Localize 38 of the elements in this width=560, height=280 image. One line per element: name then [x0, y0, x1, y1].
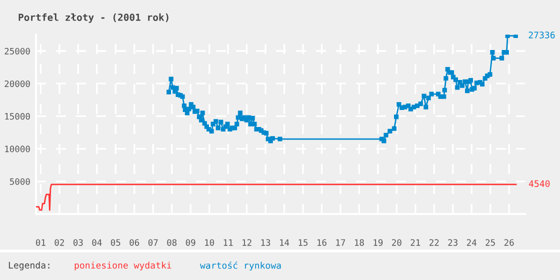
x-tick-label: 19 [374, 239, 383, 246]
x-tick-label: 25 [486, 239, 495, 246]
x-tick-label: 01 [36, 239, 46, 246]
x-tick-label: 07 [148, 239, 158, 246]
x-tick-label: 15 [298, 239, 308, 246]
y-tick-label: 10000 [5, 146, 30, 152]
x-tick-label: 02 [54, 239, 64, 246]
x-tick-label: 16 [318, 239, 326, 246]
y-tick-label: 25000 [4, 48, 30, 54]
annotation: 4540 [528, 180, 550, 188]
x-tick-label: 10 [205, 239, 214, 246]
chart-title: Portfel złoty - (2001 rok) [18, 13, 168, 23]
x-tick-label: 05 [110, 239, 120, 246]
x-tick-label: 13 [261, 239, 270, 246]
x-tick-label: 17 [336, 239, 346, 246]
x-tick-label: 22 [430, 239, 439, 246]
x-tick-label: 11 [224, 239, 233, 246]
y-tick-label: 5000 [10, 178, 30, 185]
x-tick-label: 20 [392, 239, 402, 246]
annotation: 27336 [528, 32, 555, 38]
x-tick-label: 18 [354, 239, 364, 246]
x-tick-label: 03 [73, 239, 83, 246]
text: wartość rynkowa [200, 261, 281, 271]
line-series [36, 184, 517, 211]
y-tick-label: 20000 [4, 80, 30, 88]
legend-title: Legenda: [8, 262, 50, 270]
x-tick-label: 26 [504, 239, 514, 246]
x-tick-label: 12 [242, 239, 252, 246]
x-tick-label: 23 [448, 239, 458, 246]
x-tick-label: 04 [92, 239, 102, 246]
x-tick-label: 24 [466, 239, 476, 246]
x-tick-label: 09 [186, 239, 196, 246]
text: poniesione wydatki [74, 262, 172, 270]
x-tick-label: 08 [167, 239, 177, 246]
y-tick-label: 15000 [5, 113, 30, 120]
x-tick-label: 21 [410, 239, 420, 246]
x-tick-label: 14 [280, 239, 290, 246]
x-tick-label: 06 [130, 239, 140, 246]
